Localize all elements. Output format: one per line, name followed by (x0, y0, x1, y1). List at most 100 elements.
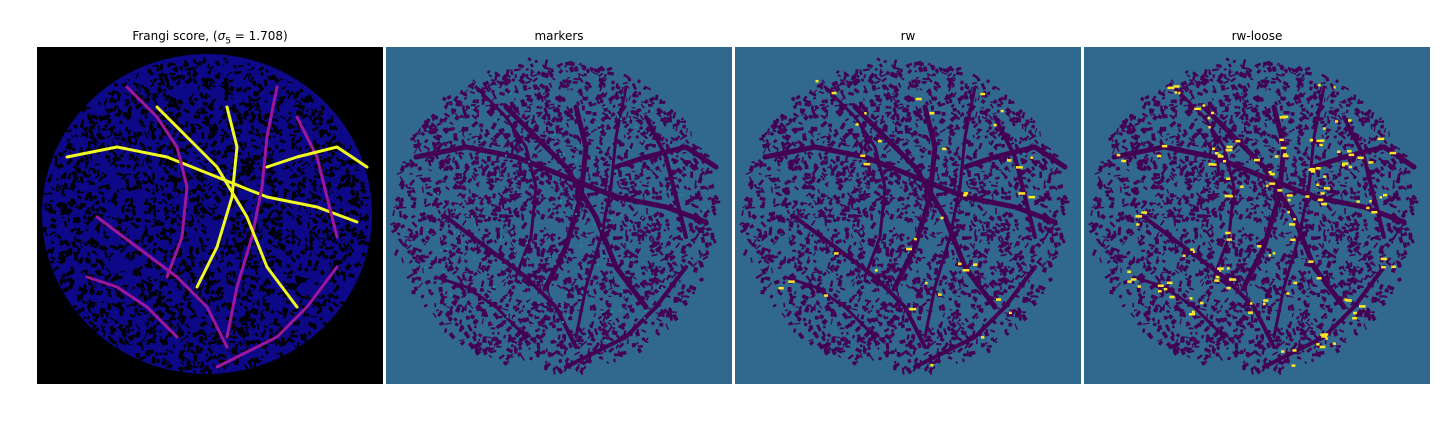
segment-mark (788, 280, 795, 283)
marker-dot (514, 250, 516, 253)
segment-mark (1229, 278, 1236, 281)
segment-mark (1190, 248, 1195, 251)
rw-loose-image (1084, 47, 1430, 384)
vessel (1132, 275, 1226, 339)
marker-dot (597, 263, 599, 266)
marker-dot (577, 145, 580, 147)
segment-mark (1016, 166, 1023, 169)
segment-mark (1214, 152, 1219, 155)
marker-dot (634, 126, 637, 128)
vessel (265, 145, 369, 169)
marker-dot (473, 224, 476, 227)
segment-mark (1211, 111, 1215, 115)
segment-mark (1369, 200, 1372, 203)
segment-mark (1316, 139, 1323, 143)
marker-dot (641, 216, 644, 219)
vessel (65, 145, 359, 224)
segment-mark (1249, 302, 1253, 305)
marker-dot (580, 297, 582, 300)
segment-mark (860, 154, 866, 157)
image-svg (1084, 47, 1430, 384)
segment-mark (973, 263, 978, 266)
segment-mark (1136, 223, 1140, 226)
segment-mark (1315, 167, 1321, 170)
segment-mark (1348, 119, 1352, 122)
marker-dot (575, 159, 578, 162)
segment-mark (1219, 269, 1222, 272)
marker-dot (560, 303, 563, 306)
marker-dot (581, 291, 584, 294)
segment-mark (1226, 238, 1232, 241)
marker-dot (566, 315, 569, 318)
segment-mark (1225, 148, 1233, 152)
segment-mark (831, 91, 837, 95)
segment-mark (1215, 275, 1220, 279)
vessel (962, 144, 1068, 170)
marker-dot (453, 231, 456, 234)
marker-dot (693, 199, 696, 202)
segment-mark (1137, 285, 1141, 288)
marker-dot (418, 253, 421, 256)
marker-dot (604, 339, 607, 341)
segment-mark (993, 123, 997, 127)
segment-mark (1212, 147, 1215, 150)
marker-dot (475, 137, 478, 140)
segment-mark (1182, 254, 1186, 257)
segment-mark (1282, 154, 1289, 158)
vessel (474, 85, 538, 279)
segment-mark (1348, 153, 1355, 157)
segment-mark (1208, 126, 1211, 129)
segment-mark (1163, 287, 1168, 291)
marker-dot (455, 210, 458, 213)
segment-mark (1000, 109, 1004, 113)
segment-mark (1286, 194, 1293, 197)
segment-mark (1319, 345, 1326, 349)
marker-dot (563, 153, 565, 156)
vessel (793, 215, 927, 349)
marker-dot (480, 139, 483, 142)
segment-mark (1218, 153, 1221, 157)
marker-dot (552, 133, 555, 136)
rw-image (735, 47, 1081, 384)
vessel (195, 105, 239, 289)
marker-dot (572, 165, 575, 168)
segment-mark (1248, 311, 1253, 314)
segment-mark (1282, 115, 1289, 119)
segment-mark (1353, 311, 1357, 315)
segment-mark (1337, 150, 1341, 153)
marker-dot (446, 248, 449, 250)
segment-mark (1381, 266, 1386, 269)
segment-mark (1332, 342, 1336, 345)
segment-mark (1200, 301, 1204, 305)
marker-dot (644, 310, 647, 313)
marker-dot (523, 255, 526, 258)
marker-dot (555, 338, 558, 341)
segment-mark (996, 298, 1001, 301)
marker-dot (505, 154, 507, 157)
retina-disc (740, 54, 1070, 374)
segment-mark (1269, 172, 1275, 176)
vessel (1272, 85, 1326, 339)
segment-mark (1359, 305, 1366, 308)
image-svg (37, 47, 383, 384)
segment-mark (930, 363, 934, 367)
segment-mark (1141, 211, 1148, 214)
segment-mark (1323, 175, 1327, 178)
segment-mark (1318, 83, 1321, 87)
vessel (564, 265, 688, 369)
segment-mark (909, 307, 917, 311)
marker-dot (661, 286, 664, 289)
marker-dot (621, 290, 624, 293)
segment-mark (1290, 238, 1296, 241)
segment-mark (1320, 192, 1325, 195)
marker-dot (499, 238, 502, 241)
segment-mark (1323, 187, 1331, 190)
segment-mark (925, 281, 928, 285)
segment-mark (815, 80, 819, 83)
marker-dot (505, 229, 508, 232)
segment-mark (1325, 337, 1328, 340)
segment-mark (1156, 154, 1162, 158)
marker-dot (607, 340, 610, 343)
segment-mark (1254, 158, 1260, 162)
segment-mark (1268, 254, 1271, 257)
